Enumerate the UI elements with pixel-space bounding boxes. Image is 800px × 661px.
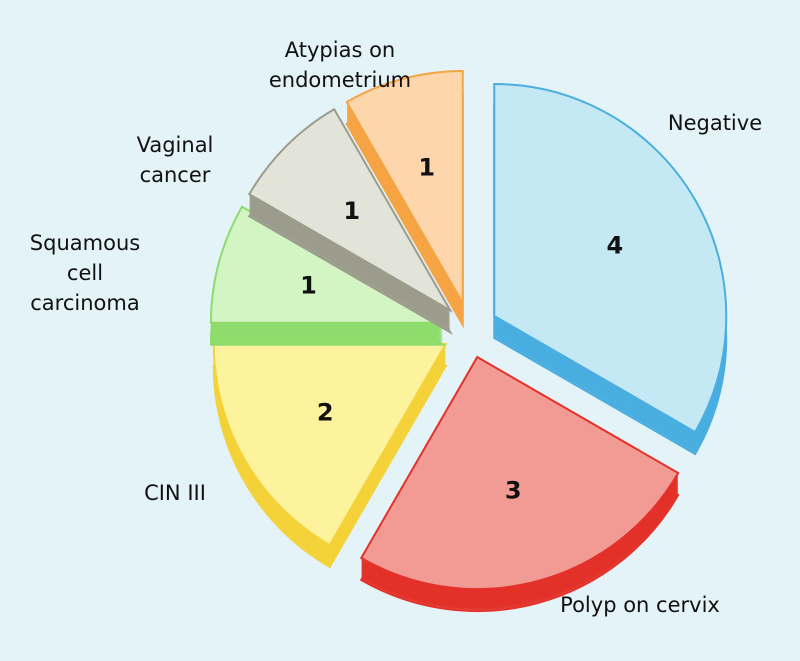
slice [247,107,453,313]
slice-side-outline [212,365,448,569]
slice-label: Squamous cell carcinoma [29,231,141,315]
slice [359,355,680,591]
value-label: 4 [606,231,623,259]
slice [493,82,728,434]
slice [345,69,464,307]
value-label: 1 [418,153,435,181]
slice [212,343,448,547]
slice-label: Polyp on cervix [560,593,720,617]
slice-label: CIN III [144,481,206,505]
value-label: 1 [343,197,360,225]
slice-label: Vaginal cancer [136,133,214,187]
value-label: 1 [300,272,317,300]
slice-label: Atypias on endometrium [268,38,412,92]
value-label: 3 [505,477,522,505]
slice-label: Negative [667,111,763,135]
slice-side-outline [359,377,680,613]
value-label: 2 [317,399,334,427]
